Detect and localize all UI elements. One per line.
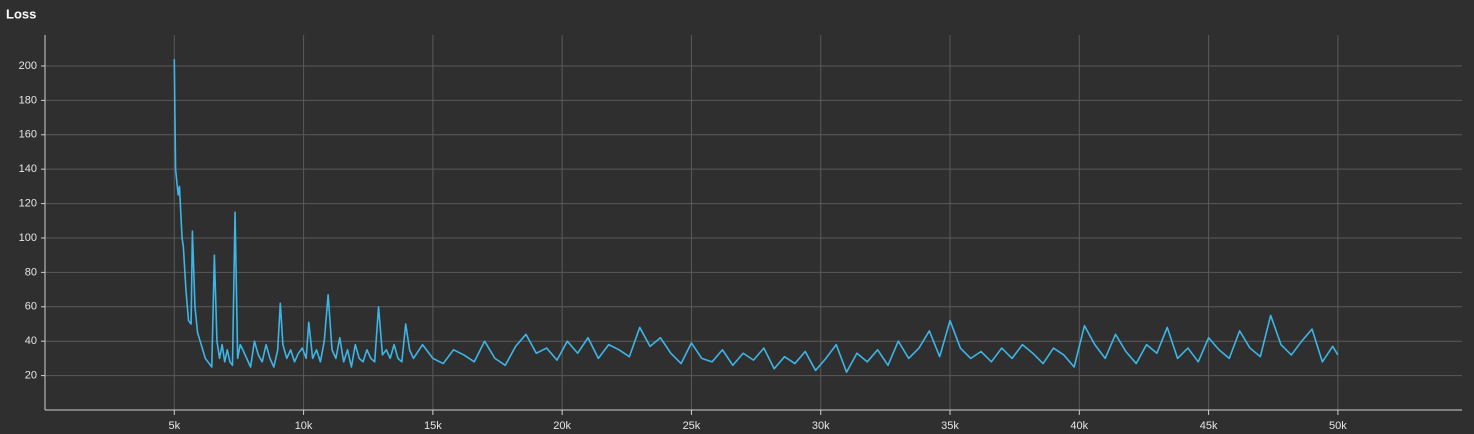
- x-tick-label: 30k: [812, 420, 830, 432]
- y-tick-label: 180: [19, 94, 37, 106]
- y-tick-label: 20: [25, 370, 37, 382]
- y-tick-label: 120: [19, 197, 37, 209]
- x-tick-label: 40k: [1070, 420, 1088, 432]
- x-tick-label: 35k: [941, 420, 959, 432]
- y-tick-label: 40: [25, 335, 37, 347]
- y-tick-label: 200: [19, 60, 37, 72]
- x-tick-label: 20k: [553, 420, 571, 432]
- x-tick-label: 45k: [1200, 420, 1218, 432]
- y-tick-label: 160: [19, 129, 37, 141]
- x-tick-label: 15k: [424, 420, 442, 432]
- x-tick-label: 50k: [1329, 420, 1347, 432]
- y-tick-label: 60: [25, 301, 37, 313]
- chart-title: Loss: [6, 6, 36, 21]
- y-tick-label: 80: [25, 266, 37, 278]
- x-tick-label: 25k: [683, 420, 701, 432]
- x-tick-label: 5k: [168, 420, 180, 432]
- y-tick-label: 100: [19, 232, 37, 244]
- y-tick-label: 140: [19, 163, 37, 175]
- x-tick-label: 10k: [295, 420, 313, 432]
- loss-line: [173, 59, 1339, 373]
